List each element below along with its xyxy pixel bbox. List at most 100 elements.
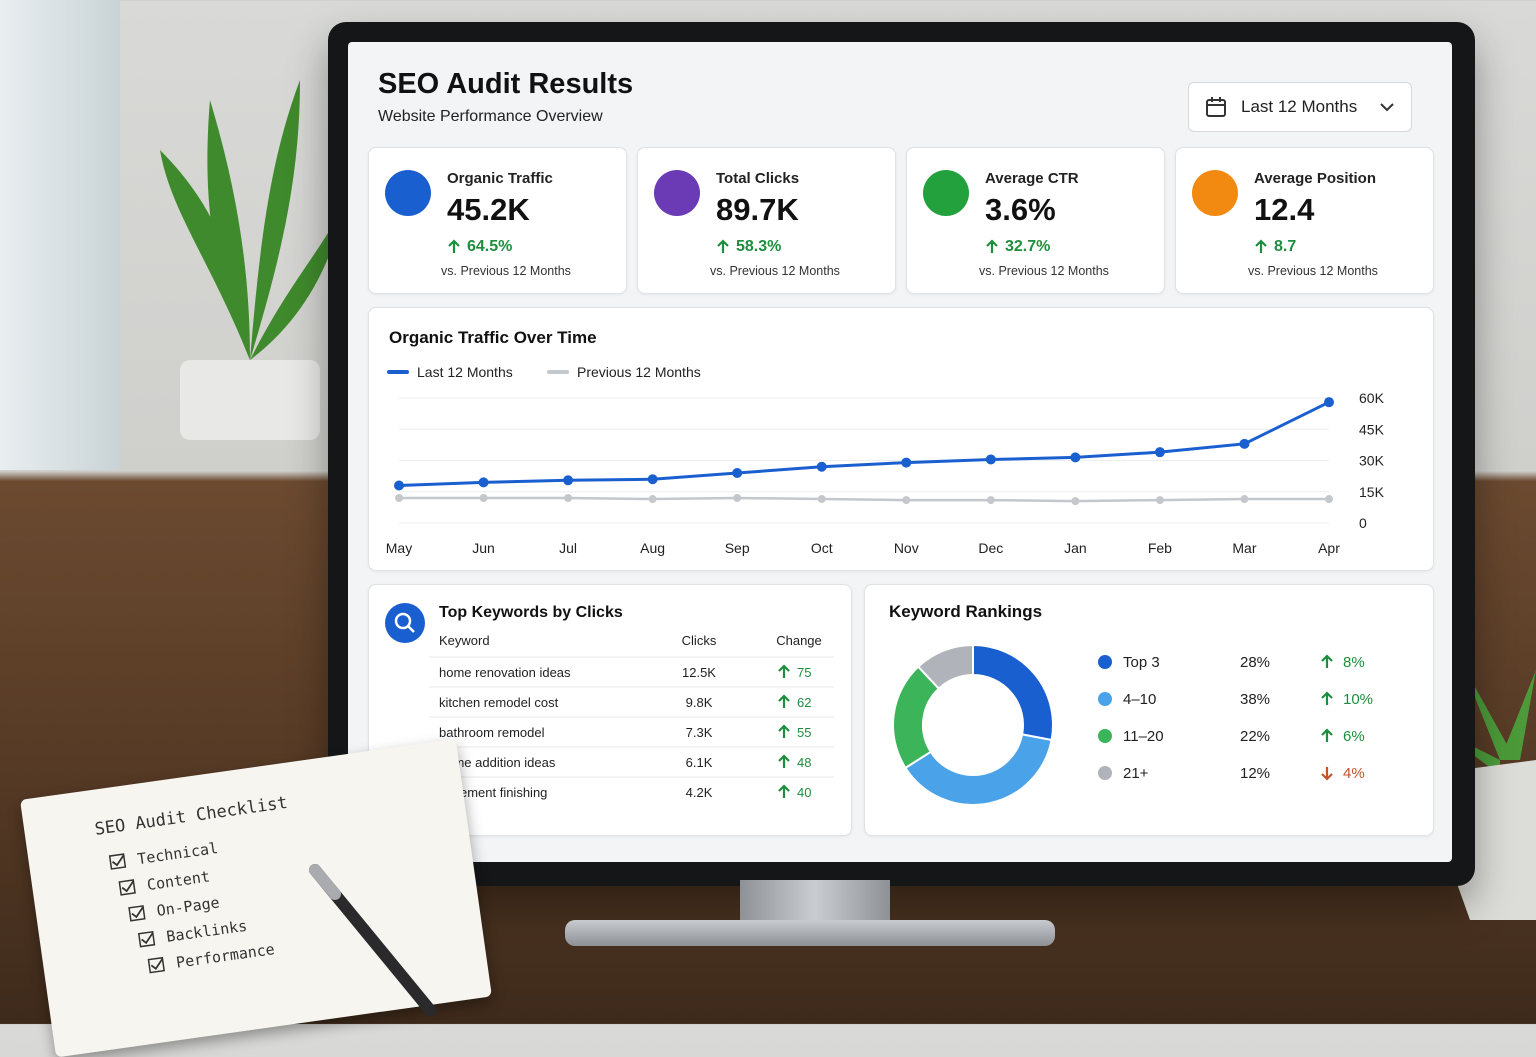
- date-range-label: Last 12 Months: [1241, 97, 1358, 116]
- x-tick-label: Feb: [1148, 540, 1172, 556]
- plant: [160, 80, 345, 440]
- checkbox-box: [147, 956, 165, 974]
- data-point: [1240, 495, 1249, 504]
- kpi-change-value: 58.3%: [736, 238, 782, 255]
- kpi-label: Average CTR: [985, 170, 1079, 187]
- checklist-item: On-Page: [128, 893, 221, 924]
- clicks-cell: 9.8K: [686, 695, 713, 710]
- trend-arrow: [778, 664, 790, 678]
- kpi-card: Average Position 12.4 8.7 vs. Previous 12 M…: [1175, 147, 1434, 294]
- line-chart: Organic Traffic Over Time Last 12 Months P…: [386, 328, 1385, 556]
- y-tick-label: 45K: [1359, 421, 1385, 437]
- x-tick-label: Dec: [978, 540, 1003, 556]
- line-chart-card: Organic Traffic Over Time Last 12 Months P…: [368, 307, 1434, 571]
- data-point: [564, 494, 573, 502]
- data-point: [1239, 438, 1250, 449]
- trend-arrow: [986, 239, 998, 253]
- date-range-dropdown[interactable]: Last 12 Months: [1188, 82, 1412, 132]
- kpi-card: Total Clicks 89.7K 58.3% vs. Previous 12 Mo…: [637, 147, 896, 294]
- data-point: [1155, 496, 1164, 505]
- legend-label: 4–10: [1123, 691, 1156, 708]
- value-label: 28%: [1240, 654, 1270, 671]
- window: [0, 0, 120, 470]
- kpi-card: Average CTR 3.6% 32.7% vs. Previous 12 Mont…: [906, 147, 1165, 294]
- data-point: [902, 496, 911, 505]
- kpi-change-value: 8.7: [1274, 238, 1297, 255]
- data-point: [1070, 452, 1081, 463]
- value-label: 22%: [1240, 728, 1270, 745]
- legend-swatch: [1098, 729, 1112, 743]
- checklist-label: Content: [145, 867, 211, 895]
- legend-swatch: [1098, 766, 1112, 780]
- page-subtitle: Website Performance Overview: [378, 108, 603, 125]
- trend-icon: [986, 239, 998, 253]
- change-cell: 75: [797, 665, 811, 680]
- kpi-value: 89.7K: [716, 192, 799, 227]
- kpi-change: 64.5%: [447, 238, 512, 256]
- value-label: 12%: [1240, 765, 1270, 782]
- trend-arrow: [1321, 691, 1333, 705]
- rankings-chart: Keyword Rankings Top 3 28% 8% 4–10 38% 10% 11–2…: [889, 602, 1373, 806]
- change-label: 10%: [1343, 691, 1373, 708]
- legend-swatch: [1098, 692, 1112, 706]
- data-point: [395, 494, 403, 502]
- y-tick-label: 0: [1359, 515, 1367, 531]
- data-point: [816, 461, 827, 472]
- checklist-item: Backlinks: [137, 917, 248, 950]
- chart-title: Organic Traffic Over Time: [389, 328, 597, 347]
- checkbox-box: [118, 879, 136, 896]
- data-point: [1154, 447, 1165, 458]
- legend-label: Top 3: [1123, 654, 1160, 671]
- kpi-label: Average Position: [1254, 170, 1376, 187]
- legend-label: Previous 12 Months: [577, 364, 701, 380]
- value-label: 38%: [1240, 691, 1270, 708]
- checkbox: [108, 853, 127, 870]
- checklist-item: Technical: [108, 839, 219, 872]
- x-tick-label: May: [386, 540, 412, 556]
- checkbox: [128, 905, 146, 922]
- notebook: SEO Audit Checklist Technical Content On-P…: [20, 738, 492, 1057]
- kpi-note: vs. Previous 12 Months: [979, 264, 1109, 278]
- keyword-cell: bathroom remodel: [439, 725, 545, 740]
- rankings-card: Keyword Rankings Top 3 28% 8% 4–10 38% 10% 11–2…: [864, 584, 1434, 836]
- table-title: Top Keywords by Clicks: [439, 604, 623, 621]
- y-tick-label: 15K: [1359, 484, 1385, 500]
- kpi-icon: [1192, 170, 1238, 216]
- donut-slice: [904, 733, 1053, 806]
- change-cell: 48: [797, 755, 811, 770]
- trend-arrow: [778, 754, 790, 768]
- donut-slice: [916, 643, 974, 690]
- trend-arrow: [778, 724, 790, 738]
- checklist: Technical Content On-Page Backlinks Performa…: [20, 739, 456, 974]
- trend-icon: [1255, 239, 1267, 253]
- x-tick-label: Mar: [1232, 540, 1256, 556]
- trend-arrow: [717, 239, 729, 253]
- keywords-table: Top Keywords by Clicks Keyword Clicks Chang…: [385, 603, 834, 800]
- kpi-change: 58.3%: [716, 238, 781, 256]
- data-point: [1071, 497, 1080, 506]
- x-tick-label: Jun: [472, 540, 495, 556]
- change-label: 8%: [1343, 654, 1365, 671]
- data-point: [394, 480, 404, 491]
- checkbox-tick: [150, 958, 164, 971]
- data-point: [733, 494, 742, 502]
- checkbox-box: [137, 930, 156, 948]
- calendar-icon: [1206, 97, 1226, 117]
- series-line: [399, 496, 1329, 503]
- kpi-card: Organic Traffic 45.2K 64.5% vs. Previous 12…: [368, 147, 627, 294]
- search-icon: [394, 612, 412, 630]
- checkbox-tick: [121, 880, 135, 893]
- kpi-icon: [654, 170, 700, 216]
- data-point: [986, 496, 995, 505]
- kpi-note: vs. Previous 12 Months: [710, 264, 840, 278]
- clicks-cell: 12.5K: [682, 665, 716, 680]
- kpi-label: Organic Traffic: [447, 170, 553, 187]
- column-header: Change: [776, 633, 822, 648]
- kpi-value: 3.6%: [985, 192, 1056, 227]
- x-tick-label: Apr: [1318, 540, 1340, 556]
- data-point: [1325, 495, 1333, 504]
- x-tick-label: Jan: [1064, 540, 1087, 556]
- x-tick-label: Jul: [559, 540, 577, 556]
- data-point: [732, 468, 743, 478]
- change-label: 4%: [1343, 765, 1365, 782]
